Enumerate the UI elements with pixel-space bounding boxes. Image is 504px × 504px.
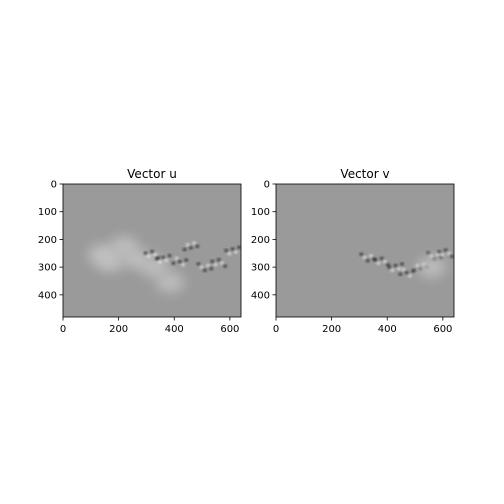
y-tick-label: 300 bbox=[38, 263, 57, 274]
speckle-mark bbox=[147, 255, 150, 257]
panel-vector-v: Vector v 0 100 200 300 400 0 200 400 600 bbox=[251, 167, 454, 335]
speckle-mark bbox=[162, 256, 165, 258]
x-axis: 0 200 400 600 bbox=[273, 317, 453, 335]
speckle-mark bbox=[402, 268, 405, 270]
y-tick-label: 0 bbox=[264, 180, 270, 191]
speckle-mark bbox=[189, 247, 192, 249]
y-tick-label: 100 bbox=[251, 207, 270, 218]
chart-title: Vector u bbox=[127, 167, 177, 181]
speckle-mark bbox=[380, 257, 383, 259]
bright-region bbox=[96, 252, 124, 272]
speckle-mark bbox=[430, 255, 433, 257]
speckle-mark bbox=[203, 269, 206, 271]
speckle-mark bbox=[172, 262, 175, 264]
speckle-mark bbox=[228, 253, 231, 255]
y-tick-label: 400 bbox=[251, 290, 270, 301]
speckle-mark bbox=[399, 273, 402, 275]
speckle-mark bbox=[155, 258, 158, 260]
heatmap-image bbox=[276, 184, 454, 317]
speckle-mark bbox=[391, 269, 394, 271]
speckle-mark bbox=[400, 263, 403, 265]
speckle-mark bbox=[408, 275, 411, 277]
x-tick-label: 400 bbox=[378, 324, 397, 335]
x-tick-label: 200 bbox=[109, 324, 128, 335]
y-tick-label: 300 bbox=[251, 263, 270, 274]
speckle-mark bbox=[369, 255, 372, 257]
speckle-mark bbox=[360, 253, 363, 255]
x-tick-label: 200 bbox=[322, 324, 341, 335]
speckle-mark bbox=[182, 264, 185, 266]
x-tick-label: 400 bbox=[165, 324, 184, 335]
speckle-mark bbox=[387, 264, 390, 266]
speckle-mark bbox=[207, 264, 210, 266]
speckle-mark bbox=[196, 245, 199, 247]
speckle-mark bbox=[238, 246, 241, 248]
speckle-mark bbox=[165, 259, 168, 261]
speckle-mark bbox=[234, 251, 237, 253]
speckle-mark bbox=[231, 248, 234, 250]
speckle-mark bbox=[183, 248, 186, 250]
x-tick-label: 0 bbox=[273, 324, 279, 335]
speckle-mark bbox=[447, 252, 450, 254]
speckle-mark bbox=[427, 252, 430, 254]
speckle-mark bbox=[439, 256, 442, 258]
y-axis: 0 100 200 300 400 bbox=[38, 180, 63, 302]
speckle-mark bbox=[363, 256, 366, 258]
speckle-mark bbox=[178, 260, 181, 262]
y-tick-label: 100 bbox=[38, 207, 57, 218]
speckle-mark bbox=[197, 263, 200, 265]
speckle-mark bbox=[217, 259, 220, 261]
speckle-mark bbox=[436, 253, 439, 255]
speckle-mark bbox=[175, 257, 178, 259]
bright-region bbox=[418, 257, 446, 277]
x-tick-label: 600 bbox=[433, 324, 452, 335]
x-tick-label: 0 bbox=[60, 324, 66, 335]
speckle-mark bbox=[388, 266, 391, 268]
y-axis: 0 100 200 300 400 bbox=[251, 180, 276, 302]
speckle-mark bbox=[158, 261, 161, 263]
speckle-mark bbox=[224, 265, 227, 267]
speckle-mark bbox=[451, 255, 454, 257]
speckle-mark bbox=[154, 253, 157, 255]
speckle-mark bbox=[151, 250, 154, 252]
speckle-mark bbox=[225, 249, 228, 251]
speckle-mark bbox=[193, 242, 196, 244]
bright-region bbox=[156, 272, 184, 292]
speckle-mark bbox=[168, 254, 171, 256]
speckle-mark bbox=[413, 269, 416, 271]
speckle-mark bbox=[210, 268, 213, 270]
x-axis: 0 200 400 600 bbox=[60, 317, 240, 335]
panel-vector-u: Vector u 0 100 200 300 400 0 200 400 600 bbox=[38, 167, 241, 335]
x-tick-label: 600 bbox=[220, 324, 239, 335]
speckle-mark bbox=[186, 244, 189, 246]
speckle-mark bbox=[438, 250, 441, 252]
speckle-mark bbox=[394, 264, 397, 266]
speckle-mark bbox=[144, 252, 147, 254]
speckle-mark bbox=[220, 262, 223, 264]
y-tick-label: 200 bbox=[251, 235, 270, 246]
y-tick-label: 200 bbox=[38, 235, 57, 246]
speckle-mark bbox=[405, 271, 408, 273]
speckle-mark bbox=[441, 254, 444, 256]
speckle-mark bbox=[214, 263, 217, 265]
speckle-mark bbox=[211, 260, 214, 262]
speckle-mark bbox=[383, 260, 386, 262]
speckle-mark bbox=[377, 262, 380, 264]
speckle-mark bbox=[397, 268, 400, 270]
y-tick-label: 0 bbox=[51, 180, 57, 191]
chart-title: Vector v bbox=[340, 167, 389, 181]
speckle-mark bbox=[366, 259, 369, 261]
y-tick-label: 400 bbox=[38, 290, 57, 301]
speckle-mark bbox=[374, 259, 377, 261]
speckle-mark bbox=[185, 259, 188, 261]
speckle-mark bbox=[444, 249, 447, 251]
speckle-mark bbox=[200, 266, 203, 268]
